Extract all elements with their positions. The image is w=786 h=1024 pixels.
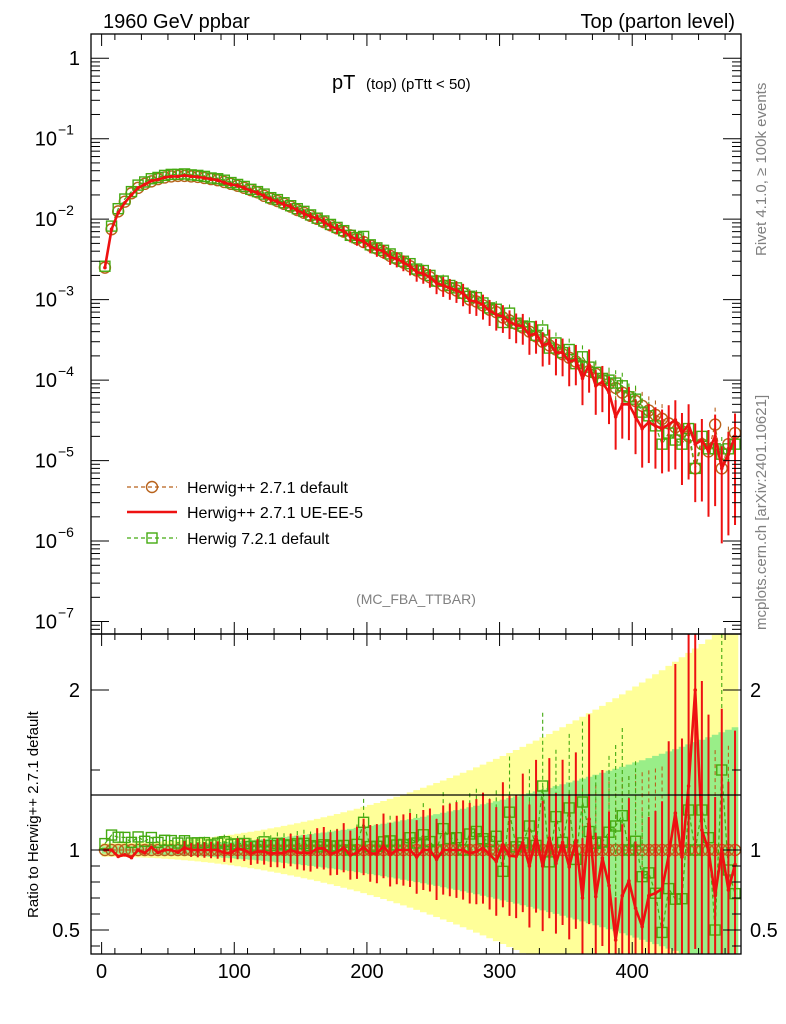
y-tick-exponent: −5 [58,444,74,460]
y-tick-label: 10 [35,290,57,312]
y-tick-label: 10 [35,531,57,553]
legend-entry-herwig-7-2-1-default: Herwig 7.2.1 default [127,531,330,548]
header-left: 1960 GeV ppbar [103,11,250,33]
ratio-y-tick-label-right: 2 [750,680,761,702]
chart-title-main: pT [332,72,355,94]
y-tick-label: 10 [35,451,57,473]
chart-title-sub: (top) (pTtt < 50) [366,76,471,93]
rivet-version-text: Rivet 4.1.0, ≥ 100k events [753,83,770,256]
ratio-y-tick-label-left: 0.5 [52,920,80,942]
mcplots-source-text: mcplots.cern.ch [arXiv:2401.10621] [753,395,770,630]
ratio-y-tick-label-right: 0.5 [750,920,778,942]
legend-entry-herwig-2-7-1-default: Herwig++ 2.7.1 default [127,480,349,497]
x-tick-label: 300 [483,961,516,983]
legend-label-ue-ee-5: Herwig++ 2.7.1 UE-EE-5 [187,505,363,522]
ratio-y-axis-label: Ratio to Herwig++ 2.7.1 default [25,710,42,918]
y-tick-exponent: −7 [58,605,74,621]
legend-label-default: Herwig++ 2.7.1 default [187,480,349,497]
y-tick-label: 10 [35,370,57,392]
legend-entry-herwig-2-7-1-ue-ee-5: Herwig++ 2.7.1 UE-EE-5 [127,505,363,522]
legend: Herwig++ 2.7.1 default Herwig++ 2.7.1 UE… [127,480,363,548]
series-line-ue-ee-5 [105,175,735,468]
ratio-y-tick-label-right: 1 [750,840,761,862]
y-tick-exponent: −2 [58,202,74,218]
ratio-y-tick-label-left: 1 [69,840,80,862]
header-right: Top (parton level) [580,11,735,33]
y-tick-label: 1 [69,48,80,70]
x-tick-label: 0 [96,961,107,983]
y-tick-exponent: −6 [58,524,74,540]
analysis-watermark: (MC_FBA_TTBAR) [356,591,476,607]
chart-figure: 0100200300400110−110−210−310−410−510−610… [0,0,786,1024]
x-tick-label: 200 [350,961,383,983]
y-tick-label: 10 [35,209,57,231]
x-tick-label: 400 [616,961,649,983]
y-tick-exponent: −1 [58,122,74,138]
y-tick-exponent: −4 [58,363,74,379]
x-tick-label: 100 [218,961,251,983]
y-tick-label: 10 [35,612,57,634]
ratio-y-tick-label-left: 2 [69,680,80,702]
legend-label-herwig7: Herwig 7.2.1 default [187,531,330,548]
y-tick-exponent: −3 [58,283,74,299]
y-tick-label: 10 [35,129,57,151]
